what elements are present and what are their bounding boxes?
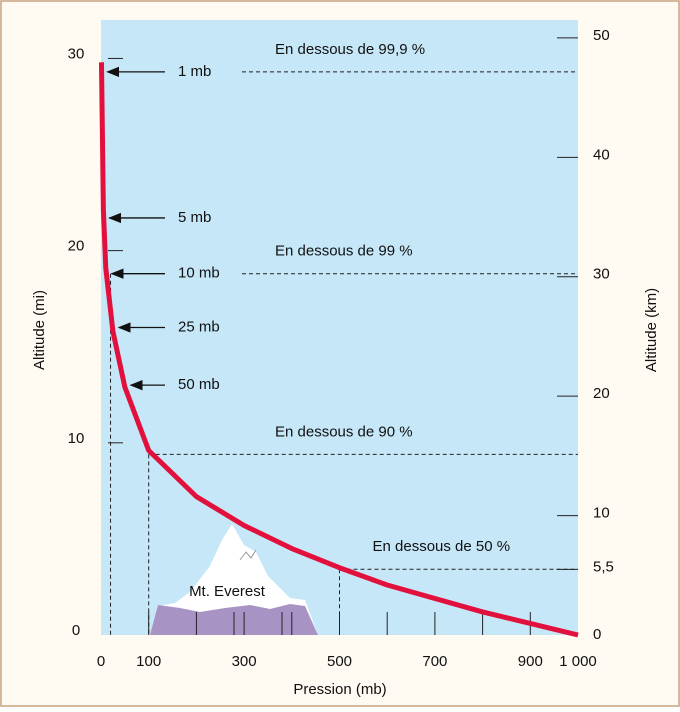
threshold-label: En dessous de 99 % [275,243,413,260]
chart: Mt. Everest Pression (mb) Altitude (mi) … [0,0,680,707]
y-tick-label: 10 [68,430,85,447]
mountain-label: Mt. Everest [189,583,266,600]
y2-tick-label: 0 [593,626,601,643]
x-tick-label: 100 [136,653,161,670]
y2-tick-label: 50 [593,27,610,44]
x-tick-label: 900 [518,653,543,670]
y2-tick-label: 20 [593,385,610,402]
x-tick-label: 1 000 [559,653,597,670]
pressure-label: 50 mb [178,376,220,393]
threshold-label: En dessous de 50 % [373,538,511,555]
x-tick-label: 500 [327,653,352,670]
pressure-label: 5 mb [178,209,211,226]
x-tick-label: 700 [422,653,447,670]
threshold-label: En dessous de 90 % [275,423,413,440]
pressure-label: 1 mb [178,63,211,80]
y-tick-label: 20 [68,238,85,255]
y-tick-label: 0 [72,622,80,639]
threshold-label: En dessous de 99,9 % [275,41,425,58]
y-tick-label: 30 [68,45,85,62]
y-axis-title: Altitude (mi) [31,290,48,370]
x-axis-title: Pression (mb) [293,681,386,698]
pressure-label: 25 mb [178,318,220,335]
pressure-label: 10 mb [178,265,220,282]
y2-tick-label: 40 [593,146,610,163]
x-tick-label: 0 [97,653,105,670]
y2-tick-label: 5,5 [593,558,614,575]
y2-tick-label: 30 [593,266,610,283]
x-tick-label: 300 [232,653,257,670]
y2-tick-label: 10 [593,505,610,522]
y2-axis-title: Altitude (km) [643,288,660,372]
